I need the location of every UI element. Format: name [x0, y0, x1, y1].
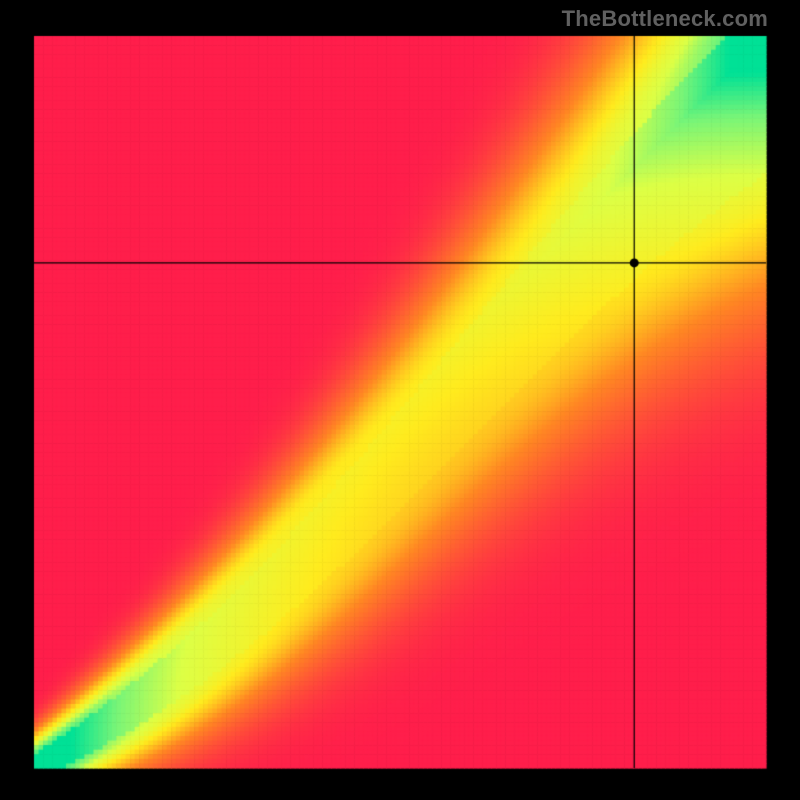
chart-container: TheBottleneck.com	[0, 0, 800, 800]
watermark-text: TheBottleneck.com	[562, 6, 768, 32]
bottleneck-heatmap	[0, 0, 800, 800]
